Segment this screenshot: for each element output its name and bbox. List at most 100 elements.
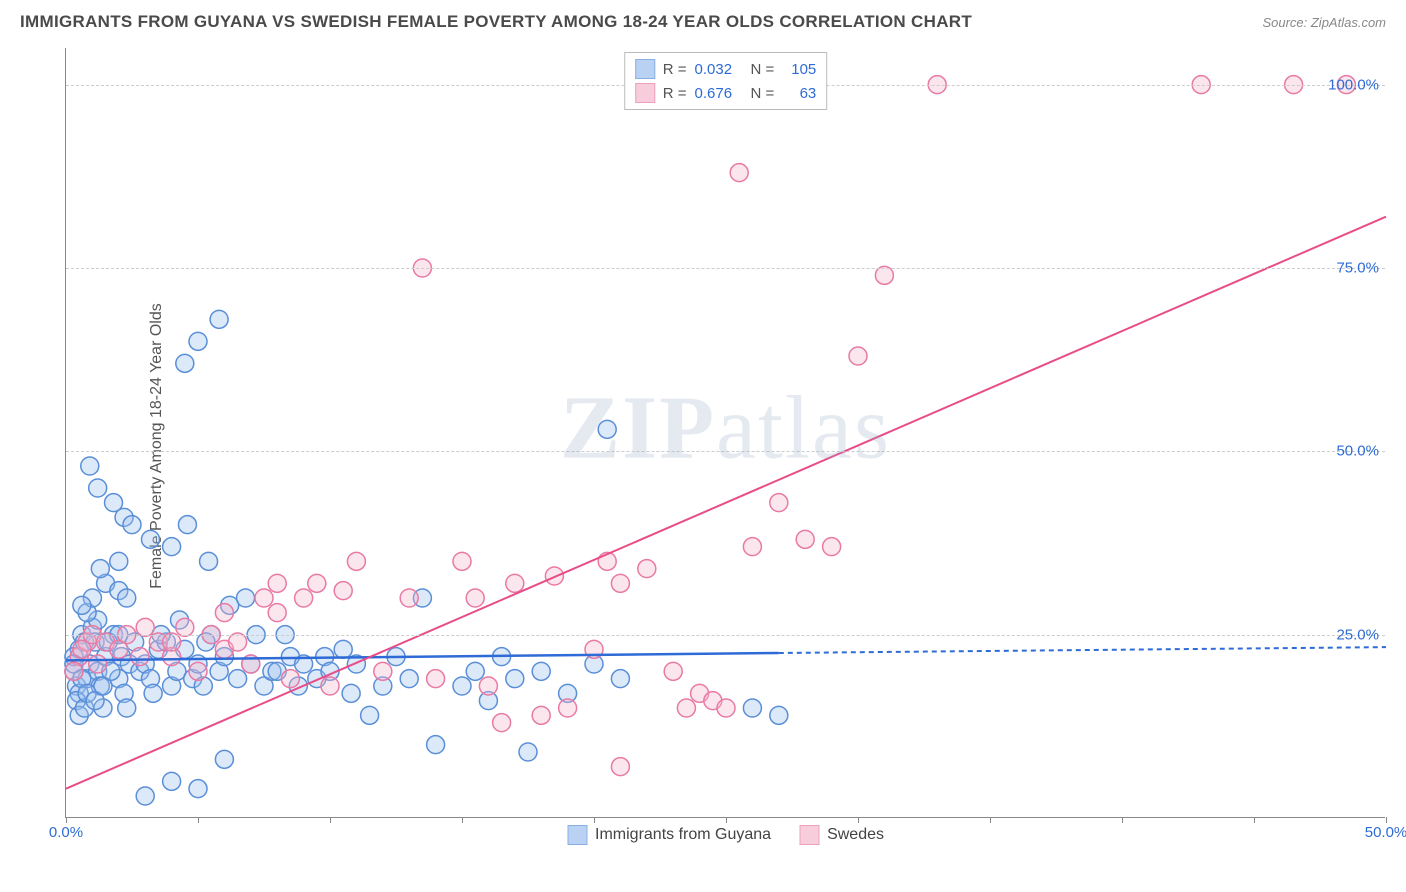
data-point [178, 516, 196, 534]
data-point [519, 743, 537, 761]
y-tick-label: 25.0% [1336, 626, 1379, 643]
data-point [493, 714, 511, 732]
legend-swatch [635, 83, 655, 103]
data-point [453, 552, 471, 570]
legend-swatch [635, 59, 655, 79]
data-point [65, 662, 83, 680]
data-point [176, 354, 194, 372]
trend-line-extension [779, 647, 1386, 653]
legend-n-value: 63 [782, 85, 816, 102]
data-point [118, 589, 136, 607]
legend-r-label: R = [663, 85, 687, 102]
data-point [255, 589, 273, 607]
data-point [770, 706, 788, 724]
data-point [163, 772, 181, 790]
data-point [163, 538, 181, 556]
legend-r-label: R = [663, 61, 687, 78]
chart-title: IMMIGRANTS FROM GUYANA VS SWEDISH FEMALE… [20, 12, 972, 32]
data-point [466, 589, 484, 607]
data-point [400, 589, 418, 607]
data-point [453, 677, 471, 695]
legend-swatch [799, 825, 819, 845]
title-bar: IMMIGRANTS FROM GUYANA VS SWEDISH FEMALE… [20, 12, 1386, 32]
data-point [210, 310, 228, 328]
data-point [91, 560, 109, 578]
data-point [215, 750, 233, 768]
legend-r-value: 0.676 [695, 85, 743, 102]
data-point [163, 633, 181, 651]
data-point [466, 662, 484, 680]
data-point [427, 736, 445, 754]
y-tick-label: 75.0% [1336, 260, 1379, 277]
x-tick [858, 817, 859, 823]
data-point [110, 552, 128, 570]
x-tick [726, 817, 727, 823]
data-point [144, 684, 162, 702]
data-point [141, 530, 159, 548]
x-tick [462, 817, 463, 823]
legend-n-value: 105 [782, 61, 816, 78]
data-point [237, 589, 255, 607]
data-point [342, 684, 360, 702]
legend-r-value: 0.032 [695, 61, 743, 78]
data-point [374, 662, 392, 680]
gridline [66, 451, 1385, 452]
data-point [743, 699, 761, 717]
data-point [89, 655, 107, 673]
data-point [136, 787, 154, 805]
data-point [796, 530, 814, 548]
data-point [308, 574, 326, 592]
data-point [200, 552, 218, 570]
data-point [532, 706, 550, 724]
data-point [611, 670, 629, 688]
legend-stat-row: R = 0.032 N = 105 [635, 57, 817, 81]
data-point [268, 604, 286, 622]
legend-series-label: Swedes [827, 826, 884, 844]
x-tick-label: 0.0% [49, 824, 83, 841]
legend-series: Immigrants from Guyana Swedes [567, 825, 884, 845]
data-point [427, 670, 445, 688]
data-point [215, 604, 233, 622]
legend-stat-row: R = 0.676 N = 63 [635, 81, 817, 105]
data-point [479, 677, 497, 695]
data-point [598, 420, 616, 438]
data-point [849, 347, 867, 365]
legend-n-label: N = [751, 85, 775, 102]
x-tick-label: 50.0% [1365, 824, 1406, 841]
data-point [281, 670, 299, 688]
data-point [123, 516, 141, 534]
data-point [229, 670, 247, 688]
y-tick-label: 50.0% [1336, 443, 1379, 460]
data-point [295, 589, 313, 607]
data-point [743, 538, 761, 556]
data-point [229, 633, 247, 651]
data-point [506, 574, 524, 592]
data-point [89, 479, 107, 497]
source-label: Source: ZipAtlas.com [1262, 15, 1386, 30]
data-point [875, 266, 893, 284]
data-point [334, 582, 352, 600]
data-point [361, 706, 379, 724]
x-tick [66, 817, 67, 823]
data-point [638, 560, 656, 578]
data-point [136, 618, 154, 636]
x-tick [198, 817, 199, 823]
gridline [66, 635, 1385, 636]
data-point [347, 552, 365, 570]
legend-swatch [567, 825, 587, 845]
data-point [677, 699, 695, 717]
legend-n-label: N = [751, 61, 775, 78]
legend-series-item: Immigrants from Guyana [567, 825, 771, 845]
data-point [189, 780, 207, 798]
data-point [611, 758, 629, 776]
data-point [321, 677, 339, 695]
gridline [66, 268, 1385, 269]
data-point [730, 164, 748, 182]
x-tick [330, 817, 331, 823]
data-point [664, 662, 682, 680]
x-tick [1386, 817, 1387, 823]
data-point [268, 574, 286, 592]
data-point [532, 662, 550, 680]
plot-area: ZIPatlas R = 0.032N = 105R = 0.676N = 63… [65, 48, 1385, 818]
data-point [506, 670, 524, 688]
